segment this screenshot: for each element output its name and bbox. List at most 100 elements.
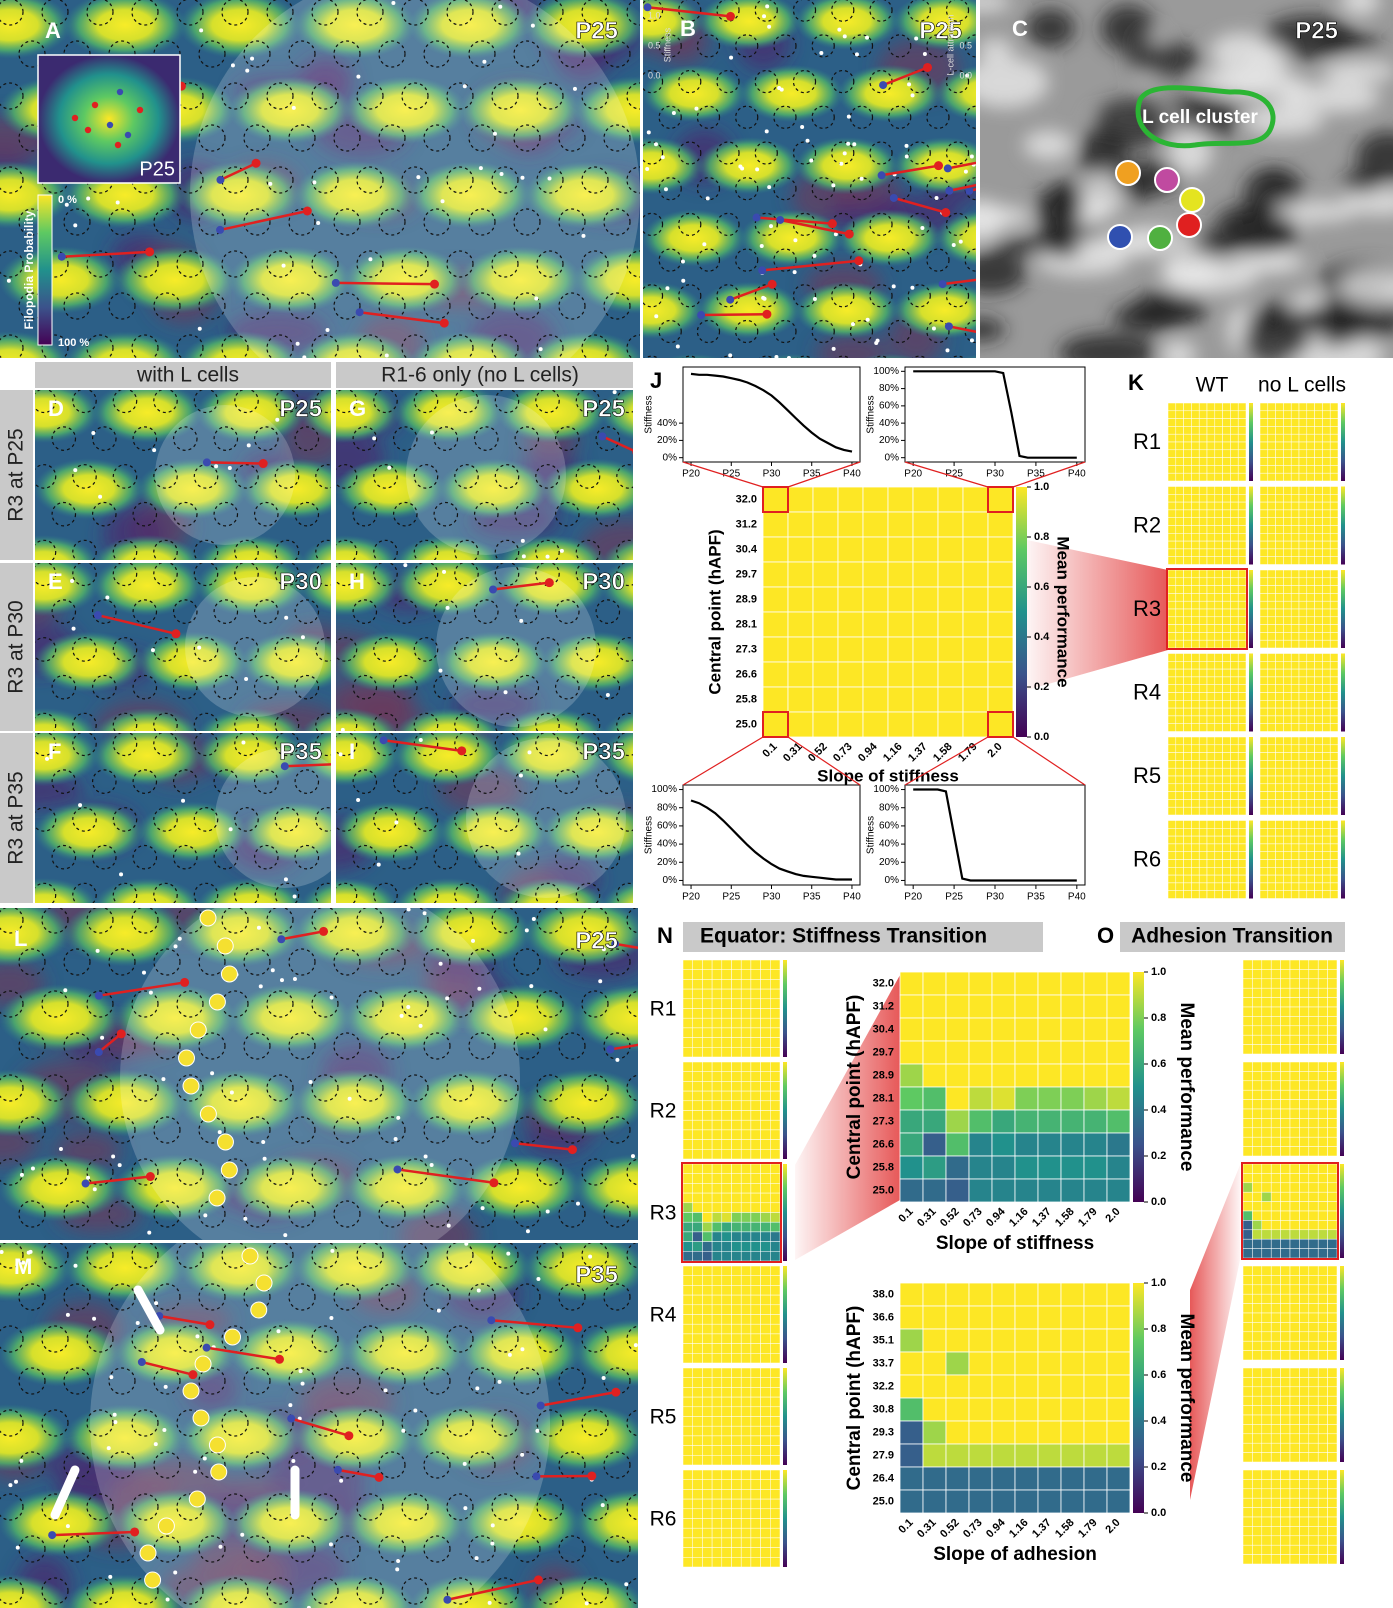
heatmap-cell	[946, 1306, 969, 1329]
thumbnail-cell	[1299, 1164, 1308, 1173]
thumbnail-cell	[741, 1232, 751, 1242]
y-axis-title: Central point (hAPF)	[844, 995, 865, 1180]
photo-spot	[977, 39, 1013, 59]
thumbnail-background	[702, 1149, 712, 1159]
colorbar-tick-label: 0.2	[1151, 1461, 1166, 1473]
thumbnail-background	[1291, 586, 1299, 594]
thumbnail-background	[1230, 745, 1238, 753]
thumbnail-background	[1309, 1128, 1318, 1137]
thumbnail-background	[1260, 434, 1268, 442]
thumbnail-background	[1207, 724, 1215, 732]
thumbnail-background	[1299, 593, 1307, 601]
x-tick-label: P30	[986, 892, 1004, 903]
thumbnail-background	[1268, 737, 1276, 745]
row-label: R3 at P25	[5, 428, 28, 521]
thumbnail-background	[693, 1018, 703, 1028]
thumbnail-background	[761, 1446, 771, 1456]
thumbnail-background	[1184, 844, 1192, 852]
thumbnail-background	[1184, 494, 1192, 502]
thumbnail-background	[1283, 450, 1291, 458]
thumbnail-background	[1276, 768, 1284, 776]
thumbnail-background	[1207, 737, 1215, 745]
thumbnail-background	[1283, 442, 1291, 450]
l-cell	[183, 1383, 199, 1399]
heatmap-cell	[900, 1087, 923, 1110]
thumbnail-cell	[693, 1174, 703, 1184]
thumbnail-background	[683, 1072, 693, 1082]
thumbnail-background	[1176, 541, 1184, 549]
thumbnail-background	[683, 1047, 693, 1057]
panel-letter: C	[1012, 16, 1028, 41]
thumbnail-background	[1176, 852, 1184, 860]
filopodia-tip	[585, 1601, 589, 1605]
growth-cone	[611, 1388, 620, 1397]
heatmap-cell	[1015, 1467, 1038, 1490]
row-label: R3	[650, 1202, 677, 1225]
thumbnail-background	[1260, 494, 1268, 502]
thumbnail-background	[1207, 450, 1215, 458]
thumbnail-background	[1309, 1351, 1318, 1360]
thumbnail-background	[702, 1140, 712, 1150]
thumbnail-background	[1299, 1368, 1308, 1377]
growth-cone	[145, 247, 154, 256]
thumbnail-background	[1238, 792, 1246, 800]
heatmap-cell	[900, 1352, 923, 1375]
thumbnail-background	[1238, 541, 1246, 549]
thumbnail-cell	[1262, 1164, 1271, 1173]
heatmap-cell	[923, 1110, 946, 1133]
thumbnail-background	[1318, 1489, 1327, 1498]
thumbnail-background	[1215, 799, 1223, 807]
filopodia-tip	[241, 741, 245, 745]
thumbnail-background	[761, 1480, 771, 1490]
thumbnail-cell	[722, 1232, 732, 1242]
thumbnail-background	[1168, 640, 1176, 648]
thumbnail-background	[1268, 852, 1276, 860]
thumbnail-colorbar	[783, 1368, 787, 1465]
thumbnail-background	[1309, 1536, 1318, 1545]
thumbnail-background	[1307, 745, 1315, 753]
thumbnail-background	[1330, 411, 1338, 419]
thumbnail-background	[1207, 487, 1215, 495]
thumbnail-background	[1271, 1016, 1280, 1025]
heatmap-cell	[1061, 1041, 1084, 1064]
heatmap-cell	[913, 612, 938, 637]
filopodia-tip	[341, 728, 345, 732]
thumbnail-background	[1307, 661, 1315, 669]
thumbnail-cell	[1309, 1211, 1318, 1220]
panel-letter: O	[1097, 923, 1114, 948]
filopodia-tip	[446, 606, 450, 610]
thumbnail-background	[1252, 1313, 1261, 1322]
thumbnail-background	[1260, 473, 1268, 481]
thumbnail-background	[683, 1353, 693, 1363]
thumbnail-cell	[1281, 1192, 1290, 1201]
thumbnail-background	[1283, 836, 1291, 844]
thumbnail-cell	[722, 1164, 732, 1174]
thumbnail-background	[712, 1499, 722, 1509]
filopodia-tip	[624, 1582, 628, 1586]
thumbnail-background	[770, 1446, 780, 1456]
x-axis-title: Slope of stiffness	[936, 1233, 1094, 1254]
thumbnail-background	[1260, 693, 1268, 701]
thumbnail-background	[1307, 625, 1315, 633]
thumbnail-background	[722, 960, 732, 970]
thumbnail-background	[1215, 473, 1223, 481]
thumbnail-background	[1262, 1508, 1271, 1517]
thumbnail-background	[761, 1018, 771, 1028]
thumbnail-background	[1299, 640, 1307, 648]
thumbnail-background	[1176, 836, 1184, 844]
thumbnail-background	[1318, 1322, 1327, 1331]
row-label: 36.6	[873, 1311, 894, 1323]
thumbnail-background	[770, 1368, 780, 1378]
thumbnail-background	[702, 1480, 712, 1490]
thumbnail-background	[1322, 510, 1330, 518]
filopodia-tip	[228, 466, 232, 470]
heatmap-cell	[963, 537, 988, 562]
thumbnail-background	[1276, 852, 1284, 860]
row-label: 32.2	[873, 1380, 894, 1392]
thumbnail-background	[1281, 1424, 1290, 1433]
heatmap-cell	[1015, 1352, 1038, 1375]
heatmap-cell	[763, 612, 788, 637]
filopodia-tip	[581, 234, 585, 238]
thumbnail-background	[1330, 586, 1338, 594]
thumbnail-background	[1307, 570, 1315, 578]
